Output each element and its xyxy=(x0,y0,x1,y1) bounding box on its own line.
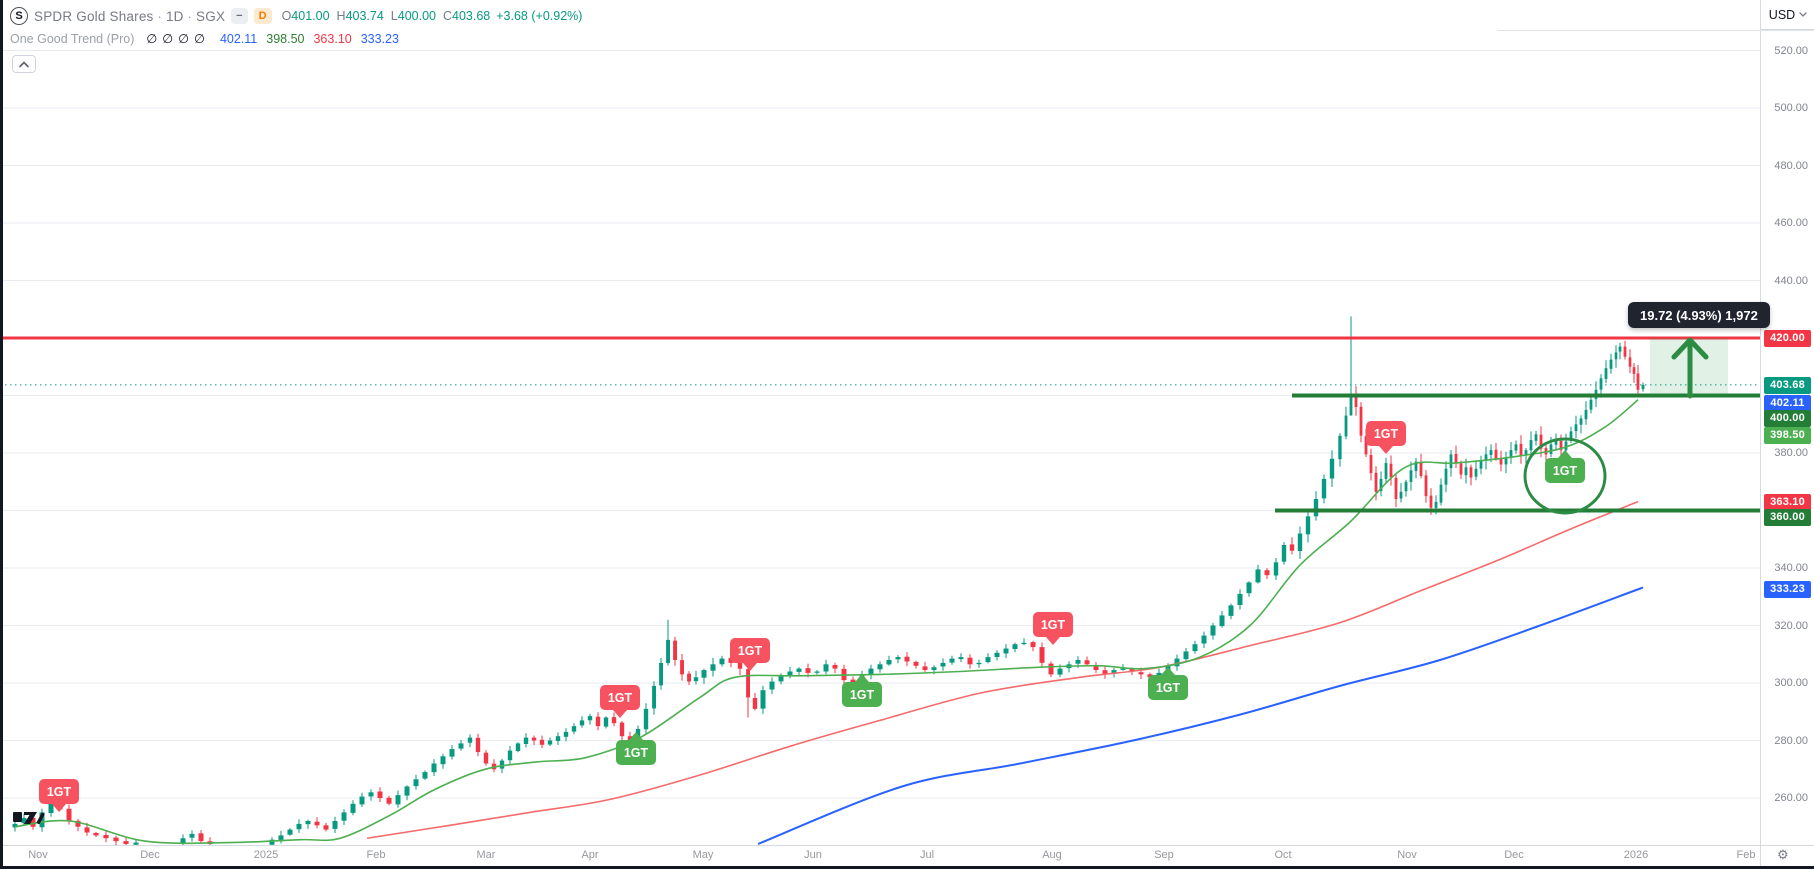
interval-badge[interactable]: D xyxy=(253,8,272,24)
price-badge: 363.10 xyxy=(1764,493,1811,511)
buy-signal-callout[interactable]: 1GT xyxy=(1545,450,1585,483)
indicator-placeholders: ∅ ∅ ∅ ∅ xyxy=(146,30,210,48)
price-badge: 398.50 xyxy=(1764,426,1811,444)
indicator-values: 402.11 398.50 363.10 333.23 xyxy=(220,32,399,46)
price-badge: 420.00 xyxy=(1764,329,1811,347)
sell-signal-callout[interactable]: 1GT xyxy=(1366,421,1406,454)
bottom-edge-border xyxy=(0,866,1814,869)
measure-tooltip-text: 19.72 (4.93%) 1,972 xyxy=(1640,307,1758,323)
measure-tooltip: 19.72 (4.93%) 1,972 xyxy=(1628,302,1770,328)
compare-dash-badge[interactable]: − xyxy=(231,8,248,24)
indicator-value: 398.50 xyxy=(266,32,305,46)
indicator-placeholder-icon: ∅ xyxy=(146,32,158,46)
price-tick: 480.00 xyxy=(1774,159,1808,172)
indicator-legend-row[interactable]: One Good Trend (Pro) ∅ ∅ ∅ ∅ 402.11 398.50 36… xyxy=(10,30,582,48)
gear-icon[interactable]: ⚙ xyxy=(1777,847,1789,862)
price-tick: 340.00 xyxy=(1774,562,1808,574)
highlight-circle[interactable] xyxy=(1523,437,1607,515)
symbol-logo-icon: S xyxy=(10,7,28,25)
ohlc-item: O401.00 xyxy=(281,9,330,23)
left-edge-border xyxy=(0,0,3,869)
price-tick: 460.00 xyxy=(1774,217,1808,229)
indicator-placeholder-icon: ∅ xyxy=(178,32,190,46)
ohlc-item: H403.74 xyxy=(336,9,384,23)
time-tick: Oct xyxy=(1274,849,1292,861)
indicator-placeholder-icon: ∅ xyxy=(162,32,174,46)
sell-signal-callout[interactable]: 1GT xyxy=(600,685,640,718)
price-badge: 333.23 xyxy=(1764,580,1811,598)
time-tick: 2025 xyxy=(253,849,279,861)
symbol-legend-row[interactable]: S SPDR Gold Shares · 1D · SGX − D O401.0… xyxy=(10,5,582,27)
time-axis[interactable]: Nov Dec 2025 Feb Mar Apr May Jun Jul Aug Sep Oct Nov… xyxy=(0,845,1760,866)
time-tick: Nov xyxy=(1397,849,1417,861)
sell-signal-callout[interactable]: 1GT xyxy=(1033,612,1073,645)
fast-ma-line xyxy=(14,399,1639,845)
price-tick: 320.00 xyxy=(1774,619,1808,632)
horizontal-gridlines xyxy=(0,50,1760,799)
chart-legend: S SPDR Gold Shares · 1D · SGX − D O401.0… xyxy=(10,5,582,48)
axis-corner: ⚙ xyxy=(1760,845,1814,866)
indicator-placeholder-icon: ∅ xyxy=(194,32,205,46)
price-tick: 260.00 xyxy=(1774,792,1808,804)
indicator-value: 333.23 xyxy=(360,32,399,46)
time-tick: Sep xyxy=(1154,849,1174,861)
toolbar-divider xyxy=(1497,30,1814,31)
change-value: +3.68 (+0.92%) xyxy=(496,9,583,23)
price-badge: 360.00 xyxy=(1764,508,1811,526)
price-tick: 300.00 xyxy=(1774,677,1808,689)
time-tick: Feb xyxy=(366,849,386,861)
ohlc-item: C403.68 xyxy=(442,9,491,23)
tradingview-logo-icon xyxy=(13,812,45,825)
time-tick: Dec xyxy=(1504,849,1524,861)
buy-signal-callout[interactable]: 1GT xyxy=(1148,667,1188,700)
ohlc-item: L400.00 xyxy=(390,9,436,23)
sell-signal-callout[interactable]: 1GT xyxy=(39,779,79,812)
price-tick: 500.00 xyxy=(1774,102,1808,114)
slow-ma-line xyxy=(757,586,1644,845)
currency-label: USD xyxy=(1768,7,1796,22)
chevron-down-icon xyxy=(1799,12,1807,17)
mid-ma-line xyxy=(366,500,1639,840)
buy-signal-callout[interactable]: 1GT xyxy=(842,674,882,707)
measure-arrow[interactable] xyxy=(1671,337,1709,399)
currency-selector[interactable]: USD xyxy=(1761,0,1814,30)
price-axis[interactable]: USD 520.00 500.00 480.00 460.00 440.00 380.00… xyxy=(1760,0,1814,845)
time-tick: Feb xyxy=(1736,849,1756,861)
symbol-title[interactable]: SPDR Gold Shares · 1D · SGX xyxy=(34,8,226,24)
time-tick: Dec xyxy=(140,849,160,861)
time-tick: Apr xyxy=(581,849,599,861)
candlestick-chart[interactable] xyxy=(0,0,1760,845)
time-tick: Aug xyxy=(1042,849,1062,861)
price-tick: 280.00 xyxy=(1774,734,1808,747)
indicator-value: 363.10 xyxy=(313,32,352,46)
indicator-name[interactable]: One Good Trend (Pro) xyxy=(10,32,135,46)
price-tick: 520.00 xyxy=(1774,44,1808,57)
time-tick: 2026 xyxy=(1623,849,1649,861)
time-tick: Mar xyxy=(476,849,496,861)
time-tick: May xyxy=(692,849,714,861)
legend-collapse-button[interactable] xyxy=(12,55,36,73)
price-badge: 403.68 xyxy=(1764,376,1811,394)
ohlc-values: O401.00 H403.74 L400.00 C403.68 xyxy=(282,9,491,23)
price-badge: 402.11 xyxy=(1764,394,1811,412)
time-tick: Jun xyxy=(804,849,822,861)
price-tick: 440.00 xyxy=(1774,274,1808,287)
time-tick: Jul xyxy=(919,849,935,861)
price-badge: 400.00 xyxy=(1764,409,1811,427)
time-tick: Nov xyxy=(28,849,48,861)
buy-signal-callout[interactable]: 1GT xyxy=(616,732,656,765)
sell-signal-callout[interactable]: 1GT xyxy=(730,638,770,671)
indicator-value: 402.11 xyxy=(219,32,258,46)
price-tick: 380.00 xyxy=(1774,447,1808,459)
chevron-up-icon xyxy=(19,60,29,67)
